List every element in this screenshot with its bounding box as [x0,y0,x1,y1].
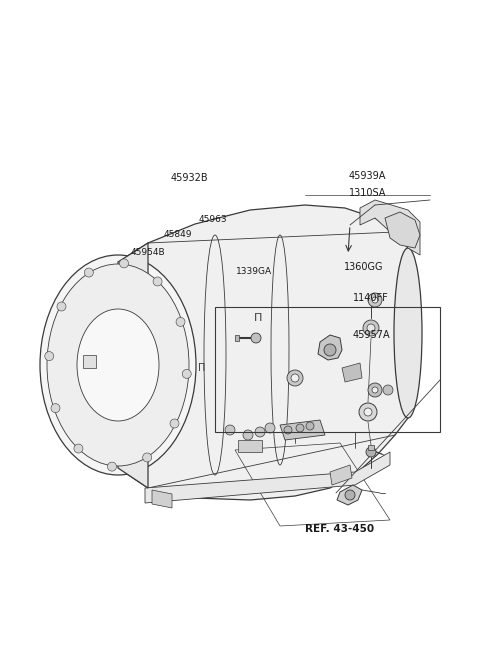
Polygon shape [145,452,390,503]
Polygon shape [342,363,362,382]
Text: Π: Π [254,313,262,323]
Text: 45932B: 45932B [170,173,208,183]
Circle shape [306,422,314,430]
Circle shape [74,444,83,453]
Circle shape [291,374,299,382]
Polygon shape [83,355,96,368]
Polygon shape [360,200,420,255]
Bar [215,307,440,432]
Circle shape [251,333,261,343]
Circle shape [120,259,129,268]
Circle shape [176,318,185,326]
Circle shape [359,403,377,421]
Circle shape [287,370,303,386]
Text: REF. 43-450: REF. 43-450 [305,524,374,534]
Circle shape [182,369,191,379]
Circle shape [57,302,66,311]
Circle shape [367,324,375,332]
Text: Π: Π [198,363,206,373]
Circle shape [368,383,382,397]
Text: 45954B: 45954B [131,248,165,257]
Circle shape [345,490,355,500]
Ellipse shape [47,264,189,466]
Circle shape [265,423,275,433]
Polygon shape [152,490,172,508]
Circle shape [45,352,54,361]
Text: 45963: 45963 [198,215,227,224]
Polygon shape [238,440,262,452]
Text: 45849: 45849 [163,230,192,239]
Polygon shape [318,335,342,360]
Polygon shape [280,420,325,440]
Circle shape [372,297,378,303]
Polygon shape [330,465,352,485]
Circle shape [368,293,382,307]
Circle shape [324,344,336,356]
Circle shape [243,430,253,440]
Text: 45957A: 45957A [353,330,390,341]
Ellipse shape [77,309,159,421]
Circle shape [170,419,179,428]
Circle shape [372,387,378,393]
Polygon shape [368,445,374,450]
Circle shape [284,426,292,434]
Polygon shape [385,212,420,248]
Circle shape [255,427,265,437]
Circle shape [366,447,376,457]
Circle shape [84,268,93,277]
Text: 1140FF: 1140FF [353,293,388,303]
Circle shape [51,403,60,413]
Ellipse shape [394,248,422,418]
Text: 1339GA: 1339GA [236,267,272,276]
Circle shape [143,453,152,462]
Polygon shape [118,243,148,488]
Circle shape [296,424,304,432]
Circle shape [108,462,117,471]
Polygon shape [235,335,239,341]
Polygon shape [118,205,408,500]
Polygon shape [337,485,362,505]
Ellipse shape [40,255,196,475]
Circle shape [364,408,372,416]
Circle shape [225,425,235,435]
Text: 1360GG: 1360GG [344,262,384,272]
Circle shape [363,320,379,336]
Text: 1310SA: 1310SA [348,188,386,198]
Text: 45939A: 45939A [348,170,386,181]
Circle shape [153,277,162,286]
Circle shape [383,385,393,395]
